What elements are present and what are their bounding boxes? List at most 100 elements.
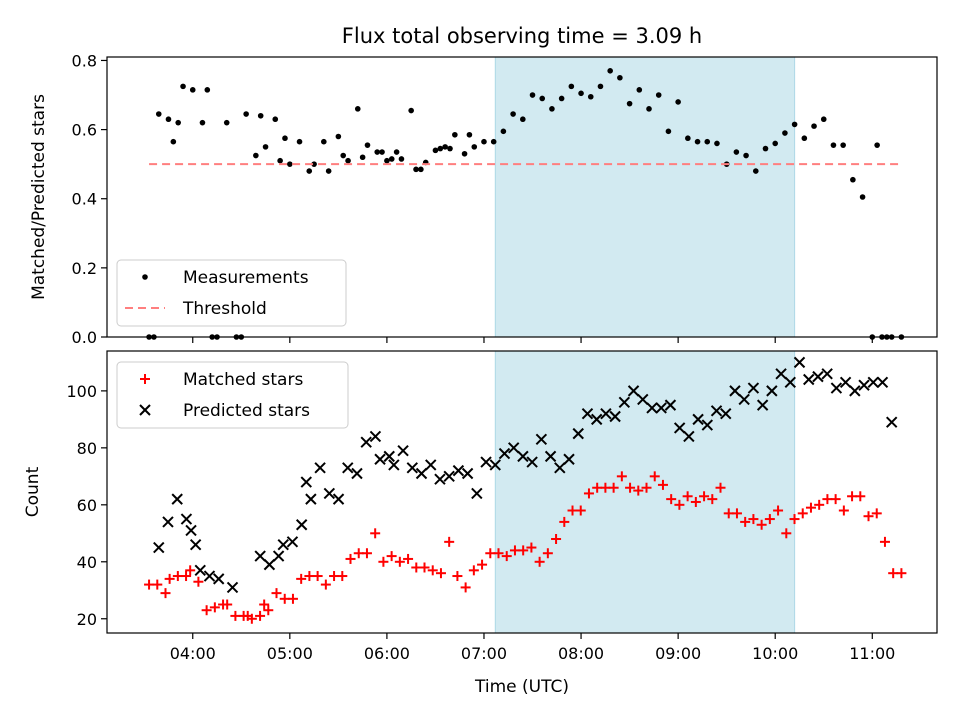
predicted-point-b bbox=[618, 396, 631, 408]
predicted-point bbox=[646, 402, 658, 414]
measurement-point bbox=[345, 157, 351, 164]
measurement-point bbox=[452, 131, 458, 138]
measurement-point bbox=[850, 176, 856, 183]
matched-point bbox=[164, 573, 175, 584]
measurement-point bbox=[243, 111, 249, 117]
measurement-point bbox=[743, 152, 749, 159]
predicted-point bbox=[701, 419, 714, 431]
predicted-point-b bbox=[590, 413, 603, 426]
matched-point bbox=[435, 568, 446, 579]
measurement-point bbox=[490, 138, 497, 145]
matched-point bbox=[193, 576, 204, 587]
measurement-point bbox=[374, 149, 380, 155]
measurement-point bbox=[558, 95, 565, 102]
predicted-point bbox=[867, 376, 879, 389]
measurement-point bbox=[262, 144, 269, 150]
predicted-point-b bbox=[775, 368, 787, 380]
predicted-point bbox=[194, 564, 206, 577]
x-tick-label: 09:00 bbox=[655, 644, 701, 663]
measurement-point bbox=[481, 138, 487, 145]
measurement-point bbox=[510, 111, 516, 117]
measurement-point bbox=[811, 123, 817, 129]
predicted-point bbox=[254, 550, 266, 562]
predicted-point-b bbox=[189, 538, 202, 551]
predicted-point-b bbox=[471, 487, 483, 500]
predicted-point-b bbox=[360, 436, 372, 448]
predicted-point-b bbox=[425, 459, 437, 471]
predicted-point bbox=[720, 407, 732, 420]
y-tick-label: 40 bbox=[77, 553, 97, 572]
measurement-point bbox=[442, 144, 448, 150]
matched-point bbox=[518, 545, 529, 556]
matched-point bbox=[773, 505, 784, 516]
observing-span bbox=[494, 350, 796, 634]
predicted-point-b bbox=[305, 493, 317, 505]
matched-point bbox=[477, 559, 488, 570]
predicted-point bbox=[683, 430, 695, 443]
matched-point bbox=[160, 588, 171, 599]
predicted-point-b bbox=[729, 385, 741, 397]
predicted-point-b bbox=[461, 467, 474, 480]
count-plot: 20 40 60 80 100 04:00 05:00 06:00 07:00 08:00 09:0… bbox=[23, 350, 938, 697]
predicted-point bbox=[812, 370, 824, 383]
predicted-point bbox=[300, 476, 312, 488]
measurement-point bbox=[418, 166, 424, 173]
predicted-point bbox=[710, 405, 723, 417]
matched-point bbox=[649, 471, 660, 482]
predicted-point bbox=[332, 493, 345, 505]
matched-point bbox=[690, 496, 701, 507]
legend-key-matched bbox=[140, 374, 150, 384]
matched-point bbox=[209, 602, 220, 613]
matched-point bbox=[201, 605, 212, 616]
measurement-point bbox=[199, 119, 206, 126]
x-axis-label: Time (UTC) bbox=[474, 677, 569, 697]
measurement-point bbox=[840, 142, 846, 148]
measurement-point bbox=[549, 106, 555, 112]
predicted-point-b bbox=[153, 541, 165, 554]
predicted-point bbox=[766, 385, 778, 397]
measurement-point bbox=[685, 135, 691, 142]
measurement-point bbox=[636, 87, 643, 93]
predicted-point-b bbox=[673, 422, 686, 434]
matched-point bbox=[814, 499, 825, 510]
predicted-point bbox=[185, 524, 197, 537]
matched-point bbox=[427, 565, 438, 576]
measurement-point bbox=[413, 166, 419, 173]
predicted-point bbox=[692, 413, 704, 426]
matched-point bbox=[559, 516, 570, 527]
predicted-point bbox=[849, 385, 861, 397]
matched-point bbox=[296, 573, 307, 584]
measurement-point bbox=[189, 87, 196, 93]
measurement-point bbox=[223, 119, 230, 126]
predicted-point bbox=[526, 456, 538, 468]
y-axis-label: Count bbox=[23, 466, 43, 517]
predicted-point-b bbox=[683, 430, 695, 443]
y-tick-label: 0.2 bbox=[72, 259, 97, 278]
measurement-point bbox=[447, 145, 453, 152]
matched-point bbox=[345, 553, 356, 564]
predicted-point-b bbox=[295, 519, 308, 531]
measurement-point bbox=[466, 131, 473, 138]
y-axis-label: Matched/Predicted stars bbox=[29, 94, 49, 300]
matched-point bbox=[855, 491, 866, 502]
predicted-point bbox=[747, 382, 760, 394]
observing-span bbox=[494, 56, 796, 338]
predicted-point-b bbox=[480, 456, 492, 468]
predicted-point-b bbox=[171, 493, 183, 505]
matched-point bbox=[740, 516, 751, 527]
matched-point bbox=[222, 599, 233, 610]
predicted-point-b bbox=[263, 558, 276, 571]
predicted-point bbox=[756, 399, 769, 411]
predicted-point-b bbox=[600, 407, 612, 420]
measurement-point bbox=[388, 156, 395, 162]
predicted-point-b bbox=[406, 462, 419, 474]
matched-point bbox=[707, 494, 718, 505]
matched-point bbox=[378, 556, 389, 567]
predicted-point-b bbox=[415, 467, 428, 480]
predicted-point-b bbox=[272, 550, 285, 562]
y-tick-label: 20 bbox=[77, 610, 97, 629]
matched-point bbox=[863, 511, 874, 522]
matched-point bbox=[419, 562, 430, 573]
measurement-point bbox=[675, 99, 681, 105]
predicted-point bbox=[885, 416, 898, 428]
